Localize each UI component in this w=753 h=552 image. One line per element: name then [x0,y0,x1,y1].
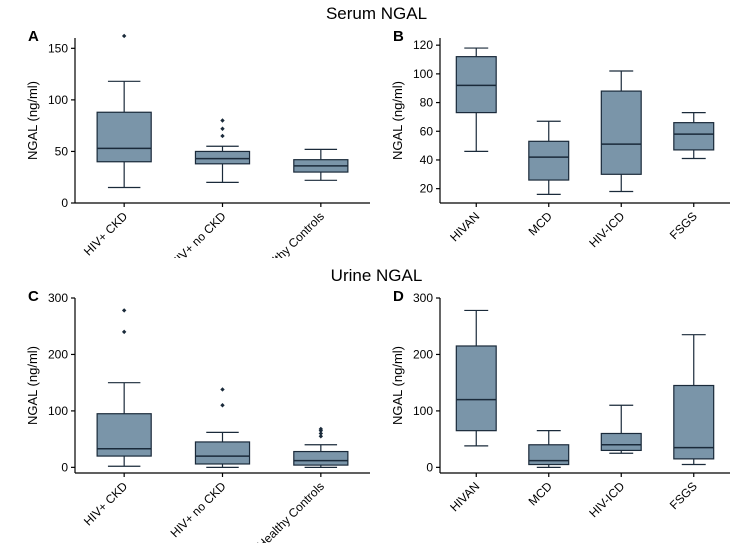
box [601,91,641,174]
section-title-urine: Urine NGAL [0,266,753,286]
ytick-label: 100 [413,404,433,418]
outlier-marker [122,330,126,334]
outlier-marker [122,34,126,38]
box [456,346,496,431]
ytick-label: 0 [61,196,68,210]
x-tick-label: HIVAN [447,209,482,244]
x-tick-label: HIV+ CKD [81,479,131,529]
x-tick-label: HIV+ CKD [81,209,131,258]
boxplot-B: 20 40 60 80 100 120 NGAL (ng/ml) HIVAN MCD HIV-IC… [385,28,740,258]
box [529,445,569,465]
ytick-label: 300 [48,291,68,305]
ytick-label: 200 [48,347,68,361]
ytick-label: 0 [61,460,68,474]
x-tick-label: FSGS [667,479,700,512]
ytick-label: 150 [48,41,68,55]
ytick-label: 60 [420,124,434,138]
box [294,452,348,466]
panel-A: A 0 50 100 150 NGAL (ng/ml) HIV+ CKD HIV+ no CK… [20,28,380,258]
boxplot-D: 0 100 200 300 NGAL (ng/ml) HIVAN MCD HIV-ICD FSG… [385,288,740,543]
x-tick-label: FSGS [667,209,700,242]
ytick-label: 120 [413,38,433,52]
ytick-label: 80 [420,96,434,110]
ytick-label: 100 [413,67,433,81]
boxplot-C: 0 100 200 300 NGAL (ng/ml) HIV+ CKD HIV+ no CK… [20,288,380,543]
y-axis-label: NGAL (ng/ml) [390,81,405,160]
panel-C: C 0 100 200 300 NGAL (ng/ml) HIV+ CKD HIV+ no C… [20,288,380,543]
ytick-label: 40 [420,153,434,167]
box [97,414,151,456]
section-title-serum: Serum NGAL [0,4,753,24]
ytick-label: 50 [55,144,69,158]
x-tick-label: HIV+ no CKD [168,209,229,258]
y-axis-label: NGAL (ng/ml) [25,81,40,160]
y-axis-label: NGAL (ng/ml) [25,346,40,425]
panel-D: D 0 100 200 300 NGAL (ng/ml) HIVAN MCD HIV-ICD FS… [385,288,740,543]
ytick-label: 200 [413,347,433,361]
ytick-label: 0 [426,460,433,474]
x-tick-label: HIV+ no CKD [168,479,229,540]
ytick-label: 20 [420,182,434,196]
y-axis-label: NGAL (ng/ml) [390,346,405,425]
box [529,141,569,180]
outlier-marker [220,134,224,138]
panel-B: B 20 40 60 80 100 120 NGAL (ng/ml) HIVAN MCD HIV-I… [385,28,740,258]
x-tick-label: MCD [526,479,555,508]
x-tick-label: HIV-ICD [586,479,627,520]
x-tick-label: Healthy Controls [254,479,327,543]
box [195,442,249,464]
boxplot-A: 0 50 100 150 NGAL (ng/ml) HIV+ CKD HIV+ no CKD… [20,28,380,258]
outlier-marker [220,403,224,407]
x-tick-label: HIV-ICD [586,209,627,250]
panel-letter-D: D [393,288,404,305]
panel-letter-C: C [28,288,39,305]
ytick-label: 300 [413,291,433,305]
box [97,112,151,162]
outlier-marker [122,308,126,312]
ytick-label: 100 [48,93,68,107]
x-tick-label: HIVAN [447,479,482,514]
x-tick-label: Healthy Controls [254,209,327,258]
box [601,433,641,450]
ytick-label: 100 [48,404,68,418]
outlier-marker [220,387,224,391]
x-tick-label: MCD [526,209,555,238]
box [674,123,714,150]
panel-letter-A: A [28,28,39,45]
box [195,151,249,163]
outlier-marker [220,127,224,131]
panel-letter-B: B [393,28,404,45]
outlier-marker [220,118,224,122]
